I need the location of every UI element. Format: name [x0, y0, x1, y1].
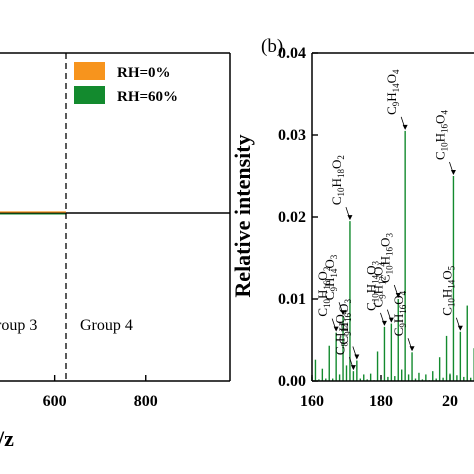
annotation-label-0: C10​H16​O2​: [315, 267, 332, 317]
panel-b-bar-3: [321, 368, 324, 381]
panel-b-bar-31: [418, 372, 420, 381]
annotation-arrowhead-10: [450, 170, 456, 175]
panel-b-bar-37: [438, 357, 441, 381]
panel-b-bar-20: [380, 379, 382, 381]
annotation-arrowhead-0: [333, 326, 339, 332]
panel-b-yticks: 0.00 0.01 0.02 0.03 0.04: [278, 45, 318, 390]
legend: RH=0% RH=60%: [74, 62, 178, 105]
annotation-label-11: C10​H14​O5​: [439, 265, 456, 315]
panel-b-bar-28: [407, 374, 410, 381]
legend-swatch-1: [74, 86, 105, 104]
panel-b-bar-22: [387, 376, 389, 381]
panel-b-xtick-label-0: 160: [300, 393, 324, 410]
panel-b-bar-9: [342, 316, 344, 381]
annotation-label-1: C9​H14​O3​: [322, 254, 339, 300]
panel-b-y-axis-label: Relative intensity: [230, 134, 255, 297]
panel-b-bar-35: [432, 371, 434, 381]
panel-b-bar-6: [332, 378, 334, 381]
panel-b-ytick-label-0: 0.00: [278, 373, 306, 390]
annotation-arrowhead-1: [340, 310, 346, 316]
legend-label-1: RH=60%: [117, 89, 178, 105]
panel-a-x-axis-label: /z: [0, 426, 14, 451]
annotation-arrowhead-9: [409, 346, 415, 352]
panel-b-ytick-label-1: 0.01: [278, 291, 306, 308]
panel-b-xtick-label-2: 20: [442, 393, 458, 410]
annotation-arrowhead-8: [402, 124, 408, 130]
panel-b-bars: [311, 130, 474, 381]
panel-b-xtick-label-1: 180: [369, 393, 393, 410]
panel-b-bar-41: [452, 176, 455, 381]
panel-b-bar-36: [435, 378, 437, 381]
annotation-label-3: C9​H16​O3​: [336, 299, 353, 345]
annotation-arrowhead-3: [354, 354, 360, 360]
panel-b-bar-42: [456, 375, 458, 381]
legend-swatch-0: [74, 62, 105, 80]
panel-b-ytick-label-2: 0.02: [278, 209, 306, 226]
annotation-label-4: C8​H12​O4​: [332, 309, 349, 355]
annotation-label-10: C10​H16​O4​: [432, 110, 449, 160]
annotation-label-7: C10​H16​O3​: [377, 233, 394, 283]
panel-a-xticks: 600 800: [43, 375, 158, 410]
panel-b-bar-13: [356, 360, 358, 381]
panel-b-bar-24: [394, 376, 396, 381]
panel-b-bar-29: [411, 352, 413, 381]
panel-b-bar-32: [421, 379, 424, 381]
panel-b-bar-44: [463, 376, 465, 381]
panel-b-bar-5: [328, 345, 330, 381]
panel-a: 600 800 RH=0% RH=60% roup 3 Group 4 /z: [0, 52, 231, 451]
panel-b-bar-7: [335, 332, 337, 381]
panel-b-bar-17: [369, 373, 372, 381]
panel-b-bar-12: [352, 371, 355, 381]
panel-b-xticks: 160 180 20: [300, 375, 458, 410]
panel-b-label: (b): [261, 36, 283, 57]
annotation-arrowhead-2: [347, 215, 353, 221]
annotation-label-8: C9​H14​O4​: [384, 69, 401, 115]
panel-b-bar-30: [414, 378, 417, 381]
annotation-label-9: C9​H16​O4​: [391, 290, 408, 336]
panel-b-bar-27: [404, 130, 406, 381]
panel-b-bar-15: [363, 374, 365, 381]
panel-a-xtick-label-0: 600: [43, 393, 67, 410]
annotation-label-2: C10​H18​O2​: [329, 155, 346, 205]
annotation-label-5: C10​H14​O3​: [363, 260, 380, 310]
annotation-arrowhead-7: [395, 293, 401, 298]
panel-b-bar-25: [397, 299, 399, 381]
panel-b-bar-45: [466, 305, 468, 381]
panel-b-bar-39: [445, 335, 448, 381]
annotation-arrowhead-11: [457, 325, 463, 331]
panel-b-bar-14: [359, 378, 361, 381]
panel-b-ytick-label-3: 0.03: [278, 127, 306, 144]
panel-b: (b) Relative intensity 0.000.010.020.030…: [230, 36, 474, 410]
annotation-arrowhead-4: [350, 365, 356, 371]
panel-b-bar-40: [449, 373, 451, 381]
panel-b-bar-26: [401, 369, 403, 381]
panel-b-bar-2: [318, 379, 320, 381]
panel-a-xtick-label-1: 800: [134, 393, 158, 410]
annotation-label-6: C9​H12​O4​: [370, 262, 387, 308]
panel-b-bar-23: [390, 323, 393, 381]
panel-b-bar-16: [366, 379, 368, 381]
panel-b-bar-33: [425, 374, 427, 381]
annotation-arrowhead-5: [381, 320, 387, 326]
panel-b-bar-43: [459, 331, 462, 381]
panel-b-bar-10: [345, 365, 348, 381]
legend-label-0: RH=0%: [117, 65, 171, 81]
group-label-3: roup 3: [0, 317, 37, 334]
panel-b-bar-8: [338, 374, 341, 381]
panel-b-bar-4: [325, 378, 327, 381]
panel-b-bar-1: [314, 359, 317, 381]
group-label-4: Group 4: [80, 317, 133, 334]
panel-b-bar-38: [442, 377, 444, 381]
panel-b-ytick-label-4: 0.04: [278, 45, 306, 62]
panel-b-annotations: C10​H16​O2​C9​H14​O3​ C10​H18​O2​ C9​H16​O…: [315, 69, 463, 371]
panel-b-bar-46: [470, 377, 472, 381]
panel-b-bar-21: [383, 326, 386, 381]
panel-b-bar-19: [376, 351, 379, 381]
annotation-arrowhead-6: [388, 317, 394, 323]
panel-b-bar-11: [349, 221, 351, 381]
